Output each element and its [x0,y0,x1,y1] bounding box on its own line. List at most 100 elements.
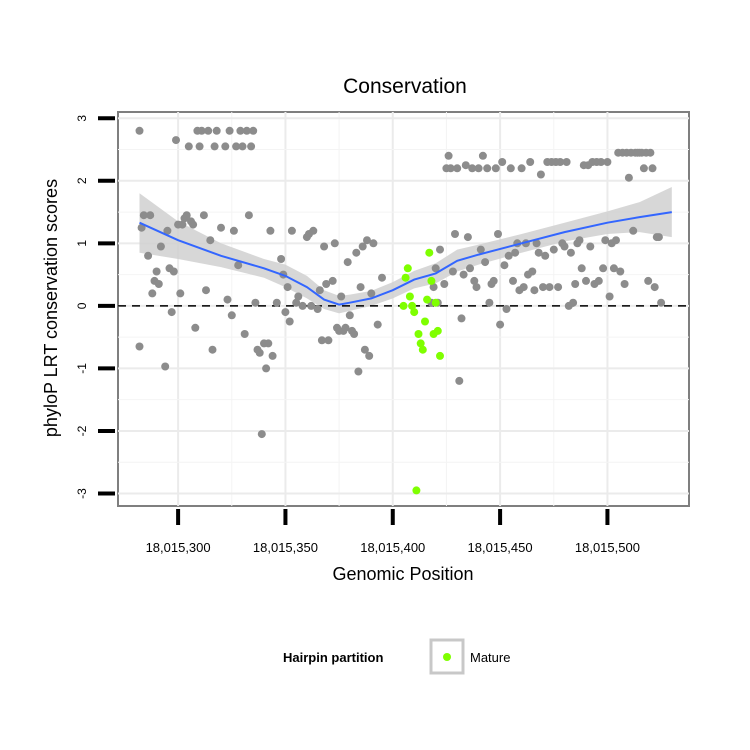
point-other-76 [317,336,326,345]
point-other-150 [532,239,541,248]
point-other-12 [163,226,172,235]
point-other-1 [135,342,144,351]
point-other-143 [517,164,526,173]
point-other-64 [283,283,292,292]
point-other-39 [225,126,234,135]
y-tick-label-3: 0 [75,302,89,309]
point-other-46 [240,330,249,338]
point-other-132 [494,230,502,238]
point-other-28 [197,126,206,135]
point-other-49 [247,142,256,151]
point-other-116 [459,270,468,279]
y-tick-label-6: 3 [75,115,89,122]
point-other-54 [257,430,266,439]
point-other-22 [184,142,193,151]
point-other-98 [367,289,376,298]
point-other-34 [210,142,219,151]
point-other-48 [244,211,253,220]
point-other-156 [545,283,554,292]
point-other-153 [539,283,547,292]
point-other-109 [444,151,453,160]
point-other-148 [528,267,537,276]
point-other-187 [612,236,620,245]
point-other-125 [478,151,487,160]
point-other-11 [161,362,170,371]
point-other-45 [238,142,247,151]
point-mature-3 [408,301,417,310]
point-other-81 [330,239,339,248]
point-other-21 [182,211,191,220]
point-mature-14 [431,298,440,307]
y-tick-label-0: -3 [75,488,89,499]
legend: Hairpin partition Mature [283,638,510,675]
point-other-51 [251,298,260,307]
point-other-8 [152,267,161,276]
point-other-117 [461,161,470,170]
point-other-41 [229,226,238,235]
point-other-101 [378,273,386,282]
point-other-186 [609,264,618,273]
point-other-92 [354,367,363,376]
point-other-202 [644,276,653,285]
point-other-4 [144,251,153,260]
point-other-3 [139,211,148,220]
point-other-193 [624,173,633,182]
point-other-88 [345,311,354,320]
point-mature-4 [410,308,419,317]
point-other-154 [541,251,550,260]
point-mature-15 [433,326,442,335]
point-other-107 [440,280,449,288]
point-other-115 [457,314,466,323]
point-other-113 [453,164,462,173]
point-other-114 [455,376,464,385]
point-other-175 [586,242,595,251]
point-other-97 [365,351,374,360]
point-mature-11 [425,248,434,257]
point-mature-2 [405,292,414,301]
point-mature-9 [421,317,429,326]
point-other-138 [506,164,515,173]
point-other-65 [285,317,294,326]
point-other-135 [500,261,509,270]
point-other-140 [511,248,520,257]
point-other-96 [363,236,371,245]
point-other-60 [272,298,281,307]
point-other-130 [489,276,498,285]
point-other-160 [554,283,563,292]
point-other-75 [315,286,324,295]
point-other-147 [526,158,535,166]
point-other-103 [429,283,438,292]
legend-label-mature: Mature [470,650,510,665]
point-other-106 [436,245,444,254]
point-other-61 [277,255,286,263]
point-other-144 [519,283,528,292]
point-other-78 [322,280,331,288]
point-other-110 [446,164,455,173]
point-other-37 [221,142,230,151]
point-other-94 [358,242,367,251]
point-other-2 [137,223,146,232]
x-tick-label-1: 18,015,350 [253,540,318,555]
point-other-181 [599,264,608,273]
point-other-158 [549,245,558,254]
point-other-203 [646,148,655,157]
point-other-43 [234,261,243,270]
point-other-128 [485,298,494,307]
y-tick-label-4: 1 [75,240,89,247]
point-other-189 [616,267,625,276]
point-other-77 [320,242,329,251]
point-other-68 [294,292,303,301]
x-tick-label-3: 18,015,450 [468,540,533,555]
point-other-19 [178,220,187,229]
y-axis: -3 -2 -1 0 1 2 3 [75,115,115,499]
point-other-73 [309,226,318,235]
point-other-208 [657,298,666,307]
point-other-36 [217,223,225,232]
point-other-161 [556,158,565,166]
point-mature-17 [399,301,408,310]
point-other-151 [534,248,543,257]
point-other-95 [360,345,369,354]
legend-title: Hairpin partition [283,650,383,665]
point-other-67 [292,298,301,307]
point-other-207 [654,233,663,242]
